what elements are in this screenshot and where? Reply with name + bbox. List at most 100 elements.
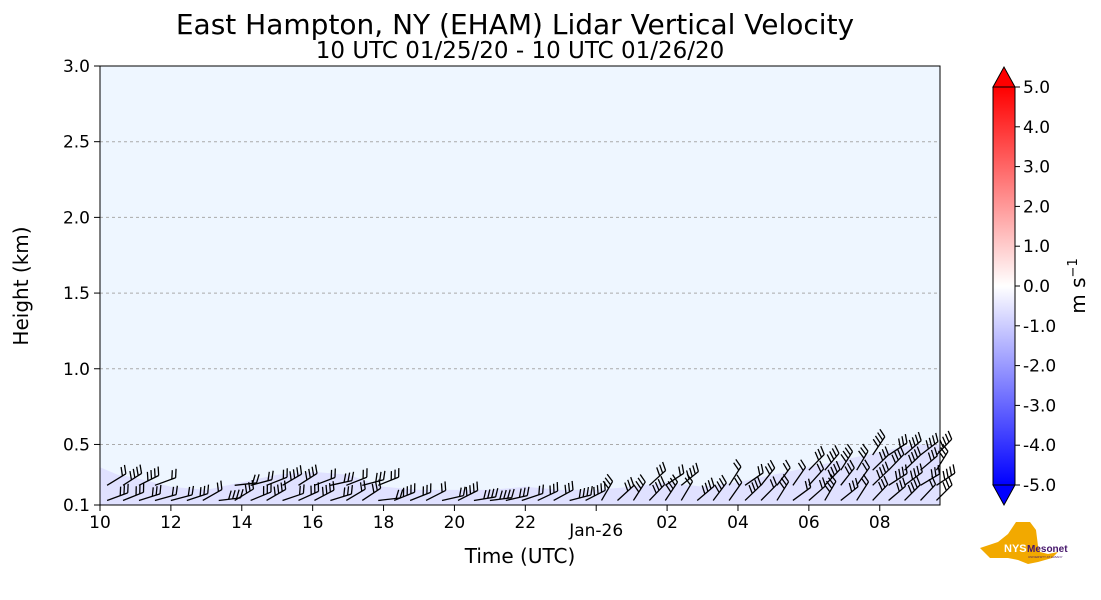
plot-area <box>99 65 956 506</box>
wind-barb <box>600 473 614 501</box>
wind-barbs <box>106 428 956 502</box>
wind-barb <box>760 476 778 501</box>
x-tick-label: 18 <box>373 513 395 533</box>
wind-barb <box>505 486 530 502</box>
wind-barb <box>537 482 559 502</box>
logo-graphic: NYS Mesonet UNIVERSITY AT ALBANY <box>980 522 1068 564</box>
wind-barb <box>872 475 889 501</box>
x-tick-label: 06 <box>798 513 820 533</box>
wind-barb <box>617 476 635 501</box>
wind-barb <box>425 481 447 502</box>
wind-barb <box>840 443 854 471</box>
wind-barb <box>441 486 466 502</box>
colorbar-tick-label: -2.0 <box>1023 357 1056 377</box>
wind-barb <box>935 430 953 456</box>
plot-background <box>100 66 940 505</box>
x-tick-label: Jan-26 <box>568 521 623 541</box>
wind-barb <box>744 476 762 501</box>
wind-barb <box>664 464 685 486</box>
wind-barb <box>872 461 890 486</box>
wind-barb <box>393 483 416 502</box>
colorbar-extend-max <box>992 65 1016 88</box>
y-tick-label: 1.0 <box>63 360 90 380</box>
y-axis: 0.1 0.5 1.0 1.5 2.0 2.5 3.0 <box>63 57 100 516</box>
wind-barb <box>776 459 791 486</box>
wind-barb <box>266 468 288 486</box>
wind-barb <box>553 480 574 502</box>
y-tick-label: 2.0 <box>63 208 90 228</box>
x-tick-label: 12 <box>160 513 182 533</box>
y-tick-label: 0.1 <box>63 496 90 516</box>
chart-subtitle: 10 UTC 01/25/20 - 10 UTC 01/26/20 <box>316 38 725 64</box>
chart-title: East Hampton, NY (EHAM) Lidar Vertical V… <box>176 8 854 41</box>
nys-mesonet-logo: NYS Mesonet UNIVERSITY AT ALBANY <box>978 518 1078 568</box>
wind-barb <box>904 431 922 456</box>
wind-barb <box>377 468 400 486</box>
wind-barb <box>808 445 825 471</box>
wind-barb <box>457 481 479 502</box>
wind-barb <box>792 459 807 486</box>
y-tick-label: 1.5 <box>63 284 90 304</box>
wind-barb <box>920 432 939 456</box>
wind-barb <box>888 433 908 456</box>
colorbar-tick-label: -3.0 <box>1023 396 1056 416</box>
wind-barb <box>122 483 145 502</box>
wind-barb <box>282 484 305 502</box>
x-tick-label: 16 <box>302 513 324 533</box>
wind-barb <box>521 484 545 502</box>
wind-barb <box>808 460 825 486</box>
x-tick-label: 02 <box>656 513 678 533</box>
wind-barb <box>728 474 743 501</box>
wind-barb <box>696 477 715 501</box>
wind-barb <box>856 443 869 471</box>
wind-barb <box>138 466 160 486</box>
wind-barb <box>330 485 354 502</box>
x-tick-label: 10 <box>89 513 111 533</box>
colorbar-tick-label: 3.0 <box>1023 158 1050 178</box>
wind-barb <box>904 446 922 471</box>
wind-barb <box>856 459 871 486</box>
wind-barb <box>234 480 255 502</box>
wind-barb <box>744 463 764 486</box>
y-axis-label: Height (km) <box>9 226 33 345</box>
colorbar-label-exponent: −1 <box>1066 258 1081 277</box>
y-tick-label: 2.5 <box>63 133 90 153</box>
colorbar-gradient <box>992 86 1016 486</box>
wind-barb <box>872 446 890 471</box>
colorbar-label-unit: m s <box>1066 277 1090 313</box>
wind-barb <box>712 474 727 501</box>
wind-barb <box>473 488 499 502</box>
wind-barb <box>106 464 127 486</box>
wind-barb <box>218 489 244 502</box>
ny-state-shape-icon <box>980 522 1058 564</box>
logo-text-nys: NYS <box>1004 543 1027 555</box>
x-axis: 10 12 14 16 18 20 22 Jan-26 02 04 06 08 <box>89 505 891 541</box>
wind-barb <box>186 484 210 502</box>
colorbar-tick-label: -4.0 <box>1023 436 1056 456</box>
x-tick-label: 08 <box>869 513 891 533</box>
wind-barb <box>904 476 921 501</box>
wind-barb <box>362 470 386 486</box>
colorbar-tick-label: 5.0 <box>1023 78 1050 98</box>
wind-barb <box>154 468 177 486</box>
wind-barb <box>266 480 287 502</box>
wind-barb <box>632 474 646 501</box>
wind-barb <box>282 465 303 486</box>
velocity-shading <box>100 444 940 505</box>
wind-barb <box>760 459 776 486</box>
colorbar-tick-label: 4.0 <box>1023 118 1050 138</box>
y-tick-label: 3.0 <box>63 57 90 77</box>
y-tick-label: 0.5 <box>63 435 90 455</box>
wind-barb <box>346 468 368 486</box>
wind-barb <box>489 488 515 502</box>
wind-barb <box>409 483 432 502</box>
x-tick-label: 04 <box>727 513 749 533</box>
colorbar-tick-label: -5.0 <box>1023 476 1056 496</box>
x-tick-label: 14 <box>231 513 253 533</box>
wind-barb <box>330 471 355 486</box>
wind-barb <box>840 477 859 501</box>
wind-barb <box>138 484 162 502</box>
wind-barb <box>569 485 593 502</box>
wind-barb <box>872 428 886 456</box>
